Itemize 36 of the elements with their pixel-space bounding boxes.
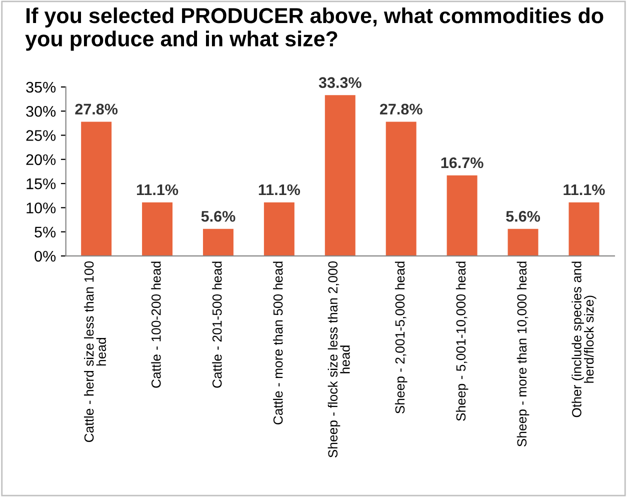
x-tick-label: Sheep - 5,001-10,000 head xyxy=(456,262,468,421)
data-label: 11.1% xyxy=(136,184,178,196)
data-label: 27.8% xyxy=(75,104,118,115)
x-tick-label: Other (include species and herd/flock size) xyxy=(572,262,596,418)
bar xyxy=(264,202,294,256)
bar xyxy=(568,202,600,256)
bar xyxy=(508,228,538,256)
x-tick-label: Sheep - more than 10,000 head xyxy=(516,262,530,447)
y-tick-label: 35% xyxy=(26,82,56,93)
y-tick-label: 20% xyxy=(26,154,56,166)
x-tick-label: Cattle - herd size less than 100 head xyxy=(84,261,106,442)
data-label: 11.1% xyxy=(564,184,605,196)
data-label: 11.1% xyxy=(258,184,300,196)
bar xyxy=(386,122,416,256)
x-tick-label: Sheep - 2,001-5,000 head xyxy=(394,262,408,414)
y-tick-label: 15% xyxy=(26,178,56,190)
y-tick-label: 30% xyxy=(26,106,56,117)
bar xyxy=(202,228,234,256)
data-label: 27.8% xyxy=(380,104,422,115)
bar xyxy=(142,202,173,256)
data-label: 16.7% xyxy=(441,157,484,168)
data-label: 5.6% xyxy=(201,210,236,222)
data-label: 33.3% xyxy=(318,77,362,88)
y-tick-label: 25% xyxy=(26,130,56,141)
x-tick-label: Cattle - more than 500 head xyxy=(273,262,283,424)
y-tick-label: 10% xyxy=(26,202,56,214)
data-label: 5.6% xyxy=(506,210,540,222)
y-tick-label: 5% xyxy=(34,226,56,238)
y-tick-label: 0% xyxy=(34,250,56,262)
bar xyxy=(324,95,356,256)
x-tick-label: Cattle - 201-500 head xyxy=(212,262,222,388)
x-tick-label: Sheep - flock size less than 2,000 head xyxy=(328,261,350,458)
bar xyxy=(446,175,478,256)
bar xyxy=(81,122,112,256)
chart-title: If you selected PRODUCER above, what commodities do you produce and in what size? xyxy=(25,7,604,51)
x-tick-label: Cattle - 100-200 head xyxy=(151,262,161,388)
